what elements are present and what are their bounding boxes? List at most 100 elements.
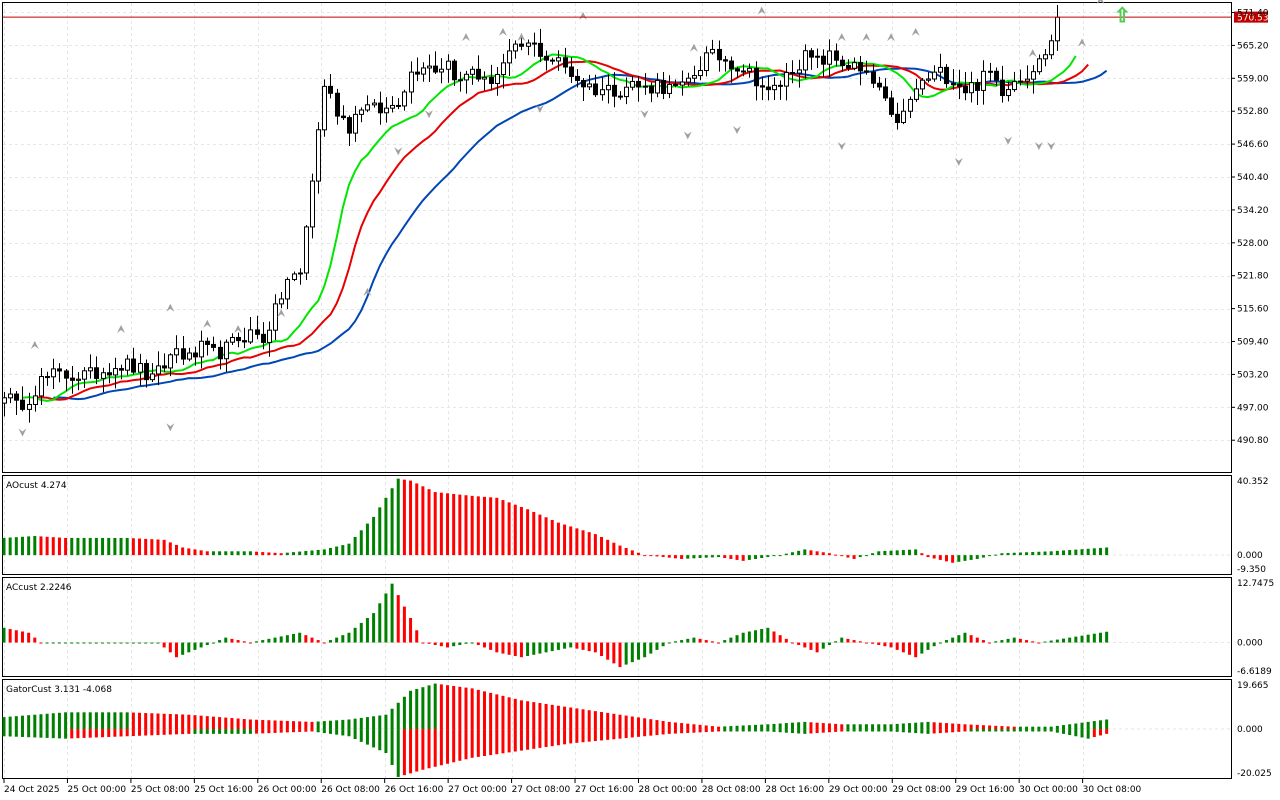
gator-lower-bar: [889, 729, 893, 732]
gator-lower-bar: [710, 729, 714, 732]
gator-upper-bar: [975, 724, 979, 730]
histogram-bar: [661, 555, 665, 558]
ao-pane[interactable]: [2, 475, 1232, 575]
gator-lower-bar: [581, 729, 585, 743]
histogram-bar: [64, 537, 68, 556]
gator-upper-bar: [1018, 726, 1022, 730]
gator-upper-bar: [101, 712, 105, 730]
histogram-bar: [1018, 552, 1022, 556]
gator-lower-bar: [680, 729, 684, 734]
histogram-bar: [920, 553, 924, 556]
histogram-bar: [378, 603, 382, 643]
candle-bull: [556, 57, 561, 62]
gator-lower-bar: [433, 729, 437, 767]
histogram-bar: [840, 637, 844, 643]
gator-lower-bar: [729, 729, 733, 732]
gator-upper-bar: [550, 704, 554, 730]
histogram-bar: [747, 555, 751, 560]
gator-lower-bar: [45, 729, 49, 738]
time-tick-label: 29 Oct 16:00: [956, 785, 1015, 795]
gator-upper-bar: [211, 716, 215, 730]
alligator-jaw-line: [53, 67, 1108, 401]
histogram-bar: [729, 555, 733, 559]
histogram-bar: [279, 553, 283, 556]
gator-upper-bar: [507, 697, 511, 730]
histogram-bar: [575, 528, 579, 556]
candle-bull: [507, 50, 512, 64]
time-tick-label: 26 Oct 08:00: [321, 785, 380, 795]
candle-bear: [649, 85, 654, 94]
gator-upper-bar: [1031, 726, 1035, 730]
gator-lower-bar: [507, 729, 511, 753]
gator-lower-bar: [181, 729, 185, 735]
gator-upper-bar: [33, 714, 37, 730]
candle-bear: [131, 358, 136, 373]
gator-upper-bar: [1062, 725, 1066, 730]
gator-lower-bar: [353, 729, 357, 740]
candle-bull: [1043, 54, 1048, 60]
fractal-up-icon: [862, 33, 871, 42]
histogram-bar: [181, 547, 185, 556]
gator-lower-bar: [846, 729, 850, 732]
histogram-bar: [784, 638, 788, 643]
ao-max-label: 40.352: [1237, 477, 1269, 487]
gator-lower-bar: [402, 729, 406, 776]
gator-upper-bar: [926, 721, 930, 730]
fractal-up-icon: [234, 325, 243, 334]
histogram-bar: [649, 642, 653, 654]
histogram-bar: [883, 550, 887, 556]
gator-lower-bar: [1031, 729, 1035, 732]
candle-bull: [501, 62, 506, 76]
gator-upper-bar: [760, 724, 764, 730]
histogram-bar: [686, 555, 690, 559]
candle-bull: [372, 102, 377, 106]
candle-bull: [427, 65, 432, 69]
candle-bear: [636, 80, 641, 88]
histogram-bar: [673, 555, 677, 559]
gator-upper-bar: [600, 712, 604, 730]
candle-bear: [458, 79, 463, 82]
histogram-bar: [181, 642, 185, 655]
candle-bull: [150, 373, 155, 381]
histogram-bar: [495, 497, 499, 556]
gator-lower-bar: [359, 729, 363, 742]
candle-bull: [667, 83, 672, 94]
gator-lower-bar: [88, 729, 92, 738]
histogram-bar: [304, 551, 308, 556]
candle-bull: [526, 42, 531, 47]
gator-lower-bar: [723, 729, 727, 732]
gator-lower-bar: [218, 729, 222, 734]
histogram-bar: [138, 538, 142, 556]
histogram-bar: [760, 555, 764, 558]
histogram-bar: [1049, 640, 1053, 643]
gator-lower-bar: [328, 729, 332, 734]
candle-bear: [255, 329, 260, 335]
histogram-bar: [156, 539, 160, 556]
ac-pane[interactable]: [2, 577, 1232, 677]
candle-bull: [1018, 80, 1023, 83]
gator-upper-bar: [310, 721, 314, 730]
gator-upper-bar: [409, 690, 413, 730]
main-price-pane[interactable]: [2, 2, 1232, 473]
gator-upper-bar: [322, 721, 326, 730]
time-tick-label: 25 Oct 00:00: [67, 785, 126, 795]
histogram-bar: [248, 642, 252, 644]
candle-bear: [119, 368, 124, 371]
gator-upper-bar: [187, 714, 191, 730]
gator-upper-bar: [944, 723, 948, 730]
gator-lower-bar: [717, 729, 721, 732]
candle-bull: [815, 55, 820, 58]
histogram-bar: [316, 549, 320, 556]
histogram-bar: [415, 483, 419, 556]
gator-lower-bar: [975, 729, 979, 732]
gator-lower-bar: [39, 729, 43, 738]
gator-lower-bar: [224, 729, 228, 734]
histogram-bar: [797, 642, 801, 645]
gator-lower-bar: [322, 729, 326, 734]
histogram-bar: [464, 642, 468, 644]
price-tick-label: 521.80: [1237, 272, 1269, 282]
histogram-bar: [353, 536, 357, 556]
histogram-bar: [409, 618, 413, 643]
candle-bull: [230, 336, 235, 343]
